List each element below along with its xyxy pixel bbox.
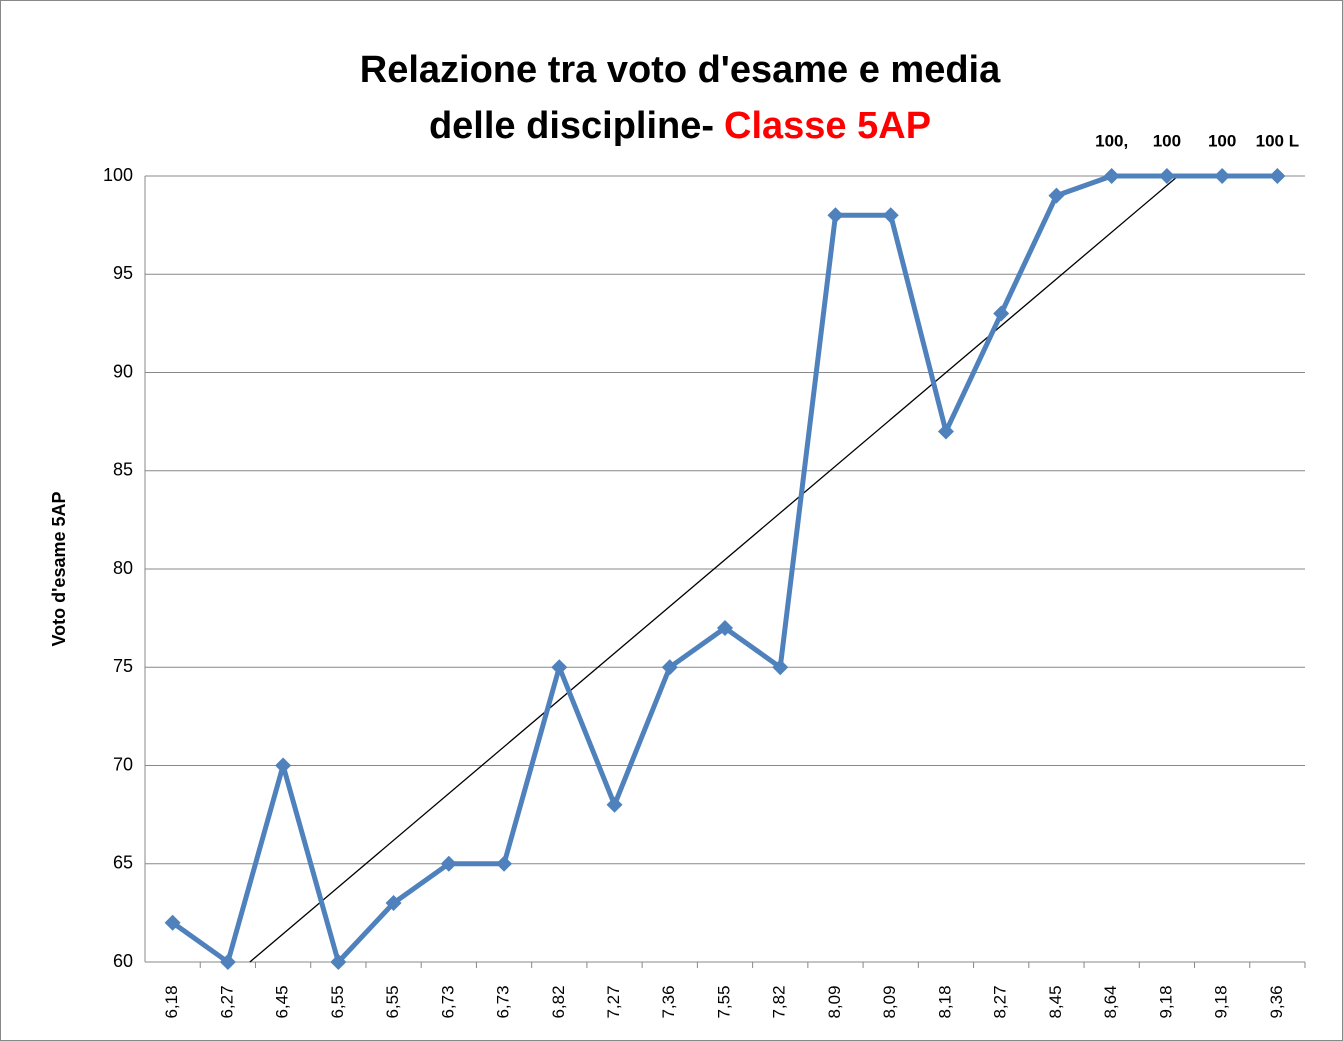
data-marker: [606, 796, 623, 813]
data-marker: [1048, 187, 1065, 204]
data-marker: [717, 619, 733, 636]
x-tick-label: 7,82: [770, 985, 789, 1018]
chart-title-highlight: Classe 5AP: [724, 105, 931, 147]
y-tick-label: 60: [113, 951, 133, 971]
trendline: [249, 175, 1179, 963]
data-label: 100: [1153, 131, 1181, 150]
y-tick-label: 75: [113, 656, 133, 676]
chart-title: delle discipline- Classe 5AP: [429, 105, 931, 147]
data-marker: [993, 305, 1010, 322]
y-tick-label: 100: [103, 165, 133, 185]
data-marker: [496, 855, 513, 872]
x-tick-label: 8,18: [935, 985, 954, 1018]
data-marker: [164, 914, 181, 931]
data-label: 100: [1208, 131, 1236, 150]
x-tick-label: 6,45: [273, 985, 292, 1018]
y-tick-label: 65: [113, 853, 133, 873]
x-tick-label: 8,64: [1101, 985, 1120, 1018]
y-tick-label: 90: [113, 361, 133, 381]
x-tick-label: 7,27: [604, 985, 623, 1018]
y-tick-label: 95: [113, 263, 133, 283]
x-tick-label: 6,73: [438, 985, 457, 1018]
x-tick-label: 6,18: [162, 985, 181, 1018]
x-tick-label: 9,18: [1212, 985, 1231, 1018]
data-marker: [827, 207, 844, 224]
data-marker: [385, 895, 402, 912]
x-tick-label: 9,18: [1156, 985, 1175, 1018]
x-tick-label: 6,27: [217, 985, 236, 1018]
data-marker: [1158, 168, 1175, 184]
y-tick-label: 80: [113, 558, 133, 578]
x-tick-label: 8,09: [880, 985, 899, 1018]
data-marker: [661, 659, 678, 676]
y-tick-label: 70: [113, 754, 133, 774]
x-tick-label: 6,73: [494, 985, 513, 1018]
x-tick-label: 9,36: [1267, 985, 1286, 1018]
x-tick-label: 6,55: [328, 985, 347, 1018]
data-marker: [551, 659, 568, 676]
data-marker: [1103, 168, 1120, 184]
data-label: 100 L: [1256, 131, 1299, 150]
y-tick-label: 85: [113, 460, 133, 480]
data-marker: [772, 659, 789, 676]
chart-title: Relazione tra voto d'esame e media: [360, 49, 1001, 91]
x-tick-label: 8,09: [825, 985, 844, 1018]
data-marker: [1214, 168, 1231, 184]
x-tick-label: 7,55: [714, 985, 733, 1018]
data-marker: [937, 423, 954, 440]
x-tick-label: 8,45: [1046, 985, 1065, 1018]
x-tick-label: 6,55: [383, 985, 402, 1018]
y-axis-label: Voto d'esame 5AP: [49, 492, 69, 647]
data-marker: [219, 954, 236, 970]
chart-title: delle discipline-: [429, 105, 714, 147]
data-marker: [440, 855, 457, 872]
data-label: 100,: [1095, 131, 1128, 150]
data-marker: [275, 757, 292, 774]
data-marker: [330, 954, 347, 970]
data-marker: [1269, 168, 1286, 184]
x-tick-label: 8,27: [991, 985, 1010, 1018]
data-marker: [882, 207, 899, 224]
x-tick-label: 7,36: [659, 985, 678, 1018]
x-tick-label: 6,82: [549, 985, 568, 1018]
